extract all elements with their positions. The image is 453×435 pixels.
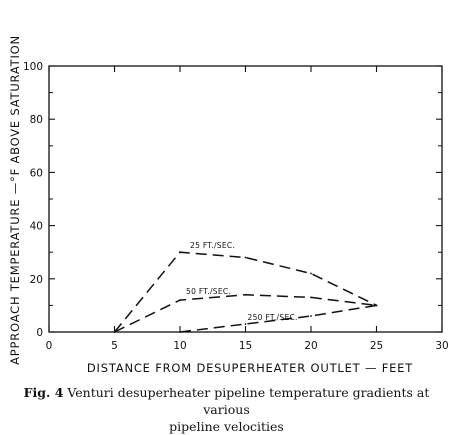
data-point xyxy=(310,272,312,275)
y-tick-label: 40 xyxy=(30,221,43,233)
caption-figure-number: Fig. 4 xyxy=(23,385,64,400)
x-tick-label: 25 xyxy=(370,340,383,352)
y-tick-label: 0 xyxy=(36,327,43,339)
y-tick-label: 60 xyxy=(30,167,43,179)
y-axis-ticks: 0 20 40 60 80 100 xyxy=(23,61,442,339)
x-tick-label: 5 xyxy=(111,340,118,352)
series-label: 25 FT./SEC. xyxy=(190,241,235,250)
series-labels: 25 FT./SEC. 50 FT./SEC. 250 FT./SEC. xyxy=(186,241,298,322)
series-line xyxy=(113,251,377,333)
data-point xyxy=(179,299,181,301)
data-point xyxy=(244,293,247,296)
plot-frame xyxy=(48,65,443,333)
data-point xyxy=(310,315,312,317)
data-point xyxy=(113,331,116,333)
x-tick-label: 0 xyxy=(46,340,53,352)
data-point xyxy=(179,251,181,254)
chart: 0 20 40 60 80 100 0 5 10 15 20 25 30 25 FT./SEC. 50 … xyxy=(8,35,449,375)
x-tick-label: 30 xyxy=(435,340,448,352)
data-point xyxy=(244,323,247,325)
x-axis-ticks: 0 5 10 15 20 25 30 xyxy=(46,66,449,352)
data-point xyxy=(310,296,312,299)
data-point xyxy=(244,256,247,259)
y-tick-label: 100 xyxy=(23,61,43,73)
data-point xyxy=(375,304,378,307)
x-tick-label: 20 xyxy=(304,340,317,352)
caption-line-2: pipeline velocities xyxy=(169,419,284,434)
y-tick-label: 80 xyxy=(30,114,43,126)
series-lines xyxy=(113,251,378,333)
x-tick-label: 15 xyxy=(239,340,252,352)
series-label: 250 FT./SEC. xyxy=(248,313,298,322)
x-axis-label: DISTANCE FROM DESUPERHEATER OUTLET — FEE… xyxy=(87,361,413,375)
x-tick-label: 10 xyxy=(173,340,186,352)
caption-line-1: Venturi desuperheater pipeline temperatu… xyxy=(67,385,430,417)
y-tick-label: 20 xyxy=(30,274,43,286)
data-point xyxy=(179,331,181,333)
figure-caption: Fig. 4 Venturi desuperheater pipeline te… xyxy=(0,384,453,435)
series-label: 50 FT./SEC. xyxy=(186,287,231,296)
y-axis-label: APPROACH TEMPERATURE —°F ABOVE SATURATIO… xyxy=(8,35,22,365)
